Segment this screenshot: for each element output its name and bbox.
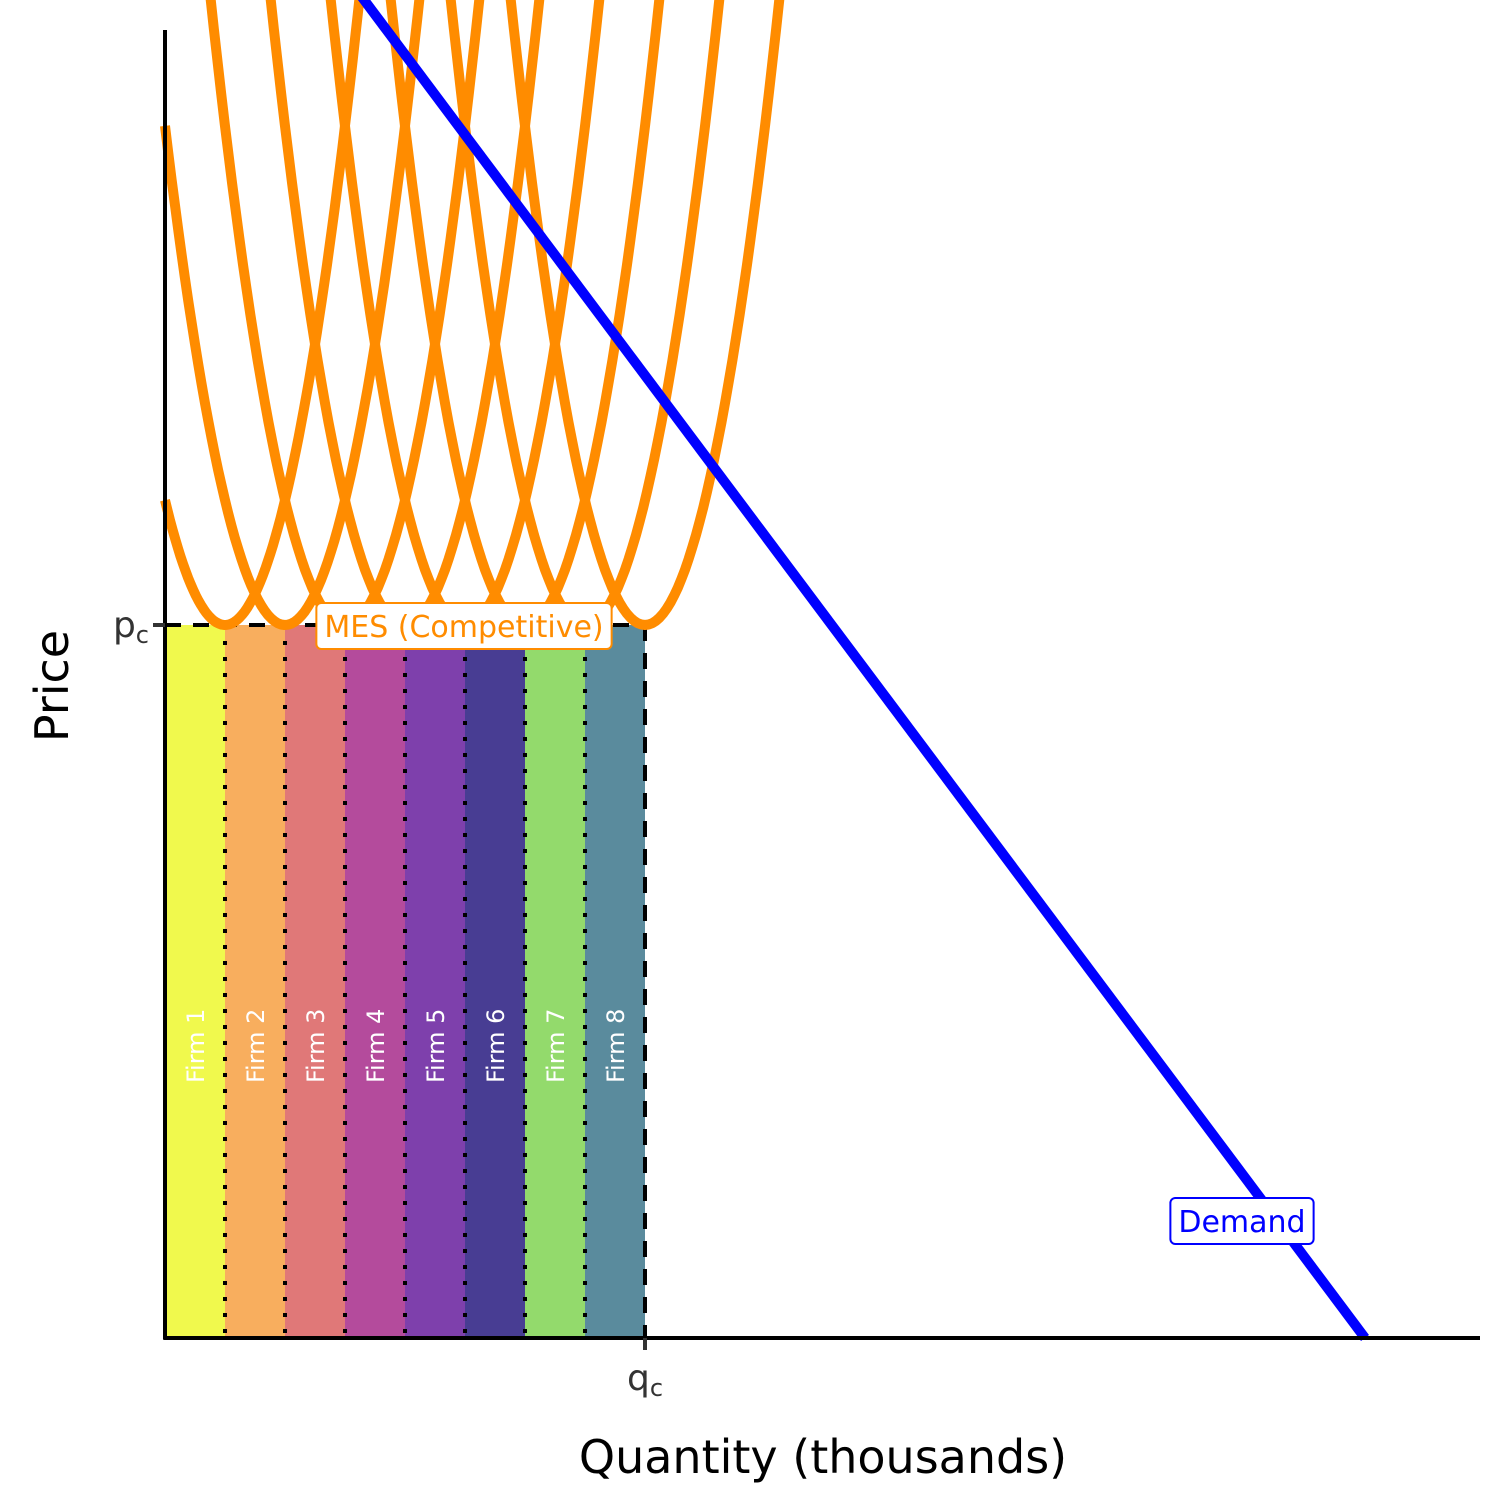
firm-bar-4 bbox=[345, 625, 405, 1338]
mes-label-text: MES (Competitive) bbox=[324, 610, 603, 645]
firm-label-4: Firm 4 bbox=[362, 1009, 390, 1083]
demand-label-text: Demand bbox=[1178, 1205, 1305, 1240]
firm-label-6: Firm 6 bbox=[482, 1009, 510, 1083]
firm-label-3: Firm 3 bbox=[302, 1009, 330, 1083]
mes-label-box bbox=[315, 602, 613, 650]
firm-dividers bbox=[223, 625, 587, 1338]
y-tick-label-1: pc bbox=[113, 605, 149, 649]
cost-curve-8 bbox=[505, 0, 785, 630]
firm-bar-2 bbox=[225, 625, 285, 1338]
firm-bar-8 bbox=[585, 625, 645, 1338]
cost-curves bbox=[160, 0, 785, 630]
firm-bar-7 bbox=[525, 625, 585, 1338]
firm-label-1: Firm 1 bbox=[182, 1009, 210, 1083]
firm-label-7: Firm 7 bbox=[542, 1009, 570, 1083]
firm-label-5: Firm 5 bbox=[422, 1009, 450, 1083]
demand-label: Demand bbox=[1169, 1197, 1315, 1245]
cost-curve-2 bbox=[160, 0, 425, 630]
x-tick-label-1: qc bbox=[627, 1358, 663, 1402]
firm-labels: Firm 1 Firm 2 Firm 3 Firm 4 Firm 5 Firm 6 Firm… bbox=[182, 1009, 630, 1083]
firm-bar-1 bbox=[165, 625, 225, 1338]
firm-bar-6 bbox=[465, 625, 525, 1338]
firm-bar-5 bbox=[405, 625, 465, 1338]
firm-label-8: Firm 8 bbox=[602, 1009, 630, 1083]
tags: MES (Competitive) Demand bbox=[315, 602, 1315, 1245]
demand-line bbox=[357, 0, 1370, 1341]
firm-bar-3 bbox=[285, 625, 345, 1338]
mes-label: MES (Competitive) bbox=[315, 602, 613, 650]
y-axis-title: Price bbox=[25, 630, 79, 742]
firm-label-2: Firm 2 bbox=[242, 1009, 270, 1083]
x-axis-title: Quantity (thousands) bbox=[579, 1430, 1067, 1484]
cost-curve-1 bbox=[160, 0, 365, 630]
firm-bars bbox=[165, 625, 645, 1338]
demand-layer bbox=[357, 0, 1370, 1341]
axes bbox=[163, 30, 1480, 1340]
demand-label-box bbox=[1169, 1197, 1315, 1245]
ticks: pc qc bbox=[113, 605, 663, 1402]
